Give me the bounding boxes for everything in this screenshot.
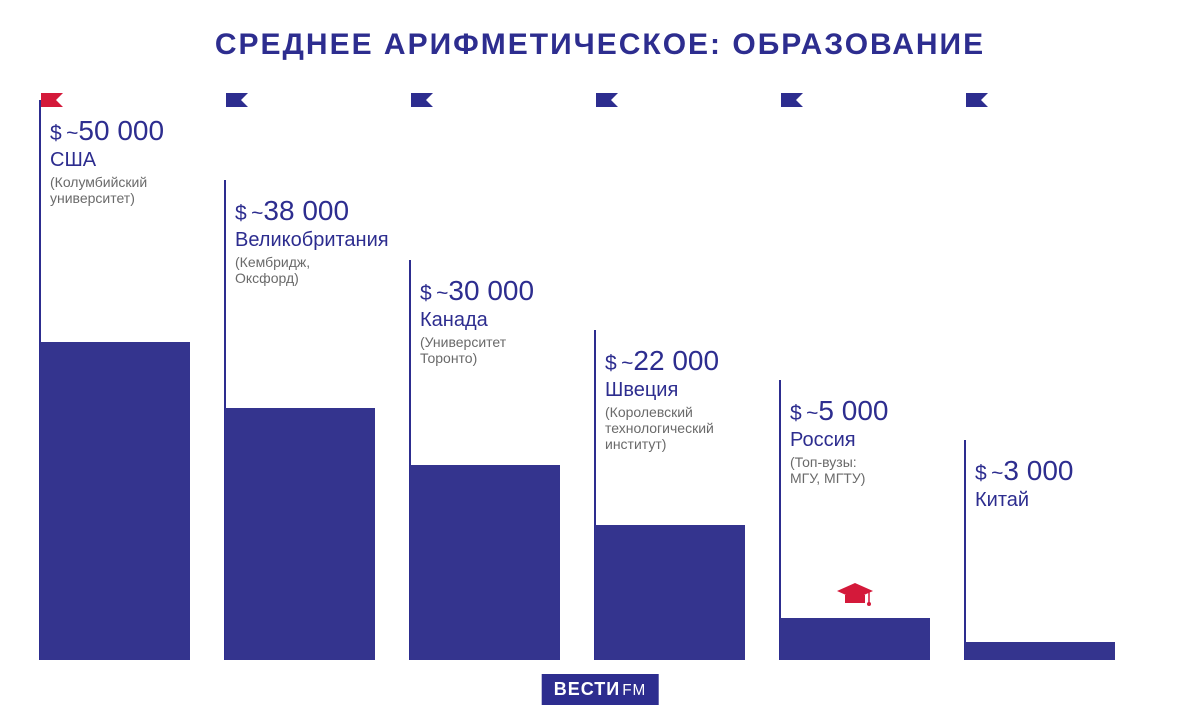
footer-suffix: FM (622, 682, 646, 700)
university-label: (Кембридж, Оксфорд) (235, 254, 435, 286)
chart-area: $ ~50 000США(Колумбийский университет) $… (40, 95, 1160, 660)
flag-icon (226, 93, 248, 107)
bar-labels: $ ~38 000Великобритания(Кембридж, Оксфор… (235, 195, 435, 286)
bar-labels: $ ~50 000США(Колумбийский университет) (50, 115, 250, 206)
currency-symbol: $ (975, 462, 987, 485)
value-line: $ ~38 000 (235, 195, 435, 227)
value-amount: 5 000 (818, 395, 888, 426)
value-amount: 3 000 (1003, 455, 1073, 486)
bar-labels: $ ~3 000Китай (975, 455, 1175, 512)
currency-symbol: $ (235, 202, 247, 225)
flag-pole (964, 440, 966, 660)
value-amount: 30 000 (448, 275, 534, 306)
bar-group: $ ~50 000США(Колумбийский университет) (40, 95, 190, 660)
value-amount: 50 000 (78, 115, 164, 146)
value-line: $ ~50 000 (50, 115, 250, 147)
currency-symbol: $ (420, 282, 432, 305)
country-label: Великобритания (235, 229, 435, 252)
country-label: Россия (790, 429, 990, 452)
bar-group: $ ~3 000Китай (965, 95, 1115, 660)
flag-icon (596, 93, 618, 107)
value-line: $ ~30 000 (420, 275, 620, 307)
value-amount: 22 000 (633, 345, 719, 376)
bar-labels: $ ~30 000Канада(Университет Торонто) (420, 275, 620, 366)
country-label: Швеция (605, 379, 805, 402)
value-line: $ ~3 000 (975, 455, 1175, 487)
approx-tilde: ~ (621, 352, 633, 375)
value-line: $ ~22 000 (605, 345, 805, 377)
value-amount: 38 000 (263, 195, 349, 226)
university-label: (Топ-вузы: МГУ, МГТУ) (790, 454, 990, 486)
bar (410, 465, 560, 660)
country-label: Китай (975, 489, 1175, 512)
footer-brand: ВЕСТИ (554, 679, 621, 700)
approx-tilde: ~ (436, 282, 448, 305)
approx-tilde: ~ (251, 202, 263, 225)
bar-labels: $ ~22 000Швеция(Королевский технологичес… (605, 345, 805, 452)
approx-tilde: ~ (991, 462, 1003, 485)
currency-symbol: $ (790, 402, 802, 425)
bar-group: $ ~22 000Швеция(Королевский технологичес… (595, 95, 745, 660)
currency-symbol: $ (605, 352, 617, 375)
flag-icon (41, 93, 63, 107)
footer-badge: ВЕСТИ FM (542, 674, 659, 705)
flag-icon (966, 93, 988, 107)
currency-symbol: $ (50, 122, 62, 145)
university-label: (Колумбийский университет) (50, 174, 250, 206)
flag-icon (781, 93, 803, 107)
value-line: $ ~5 000 (790, 395, 990, 427)
bar (965, 642, 1115, 660)
bar-labels: $ ~5 000Россия(Топ-вузы: МГУ, МГТУ) (790, 395, 990, 486)
approx-tilde: ~ (66, 122, 78, 145)
flag-icon (411, 93, 433, 107)
bar (780, 618, 930, 660)
bar (40, 342, 190, 660)
bar (595, 525, 745, 660)
university-label: (Королевский технологический институт) (605, 404, 805, 452)
university-label: (Университет Торонто) (420, 334, 620, 366)
page-title: СРЕДНЕЕ АРИФМЕТИЧЕСКОЕ: ОБРАЗОВАНИЕ (0, 0, 1200, 62)
bar-group: $ ~30 000Канада(Университет Торонто) (410, 95, 560, 660)
bar-group: $ ~38 000Великобритания(Кембридж, Оксфор… (225, 95, 375, 660)
country-label: США (50, 149, 250, 172)
bar (225, 408, 375, 660)
country-label: Канада (420, 309, 620, 332)
graduation-cap-icon (835, 581, 875, 616)
approx-tilde: ~ (806, 402, 818, 425)
bar-group: $ ~5 000Россия(Топ-вузы: МГУ, МГТУ) (780, 95, 930, 660)
